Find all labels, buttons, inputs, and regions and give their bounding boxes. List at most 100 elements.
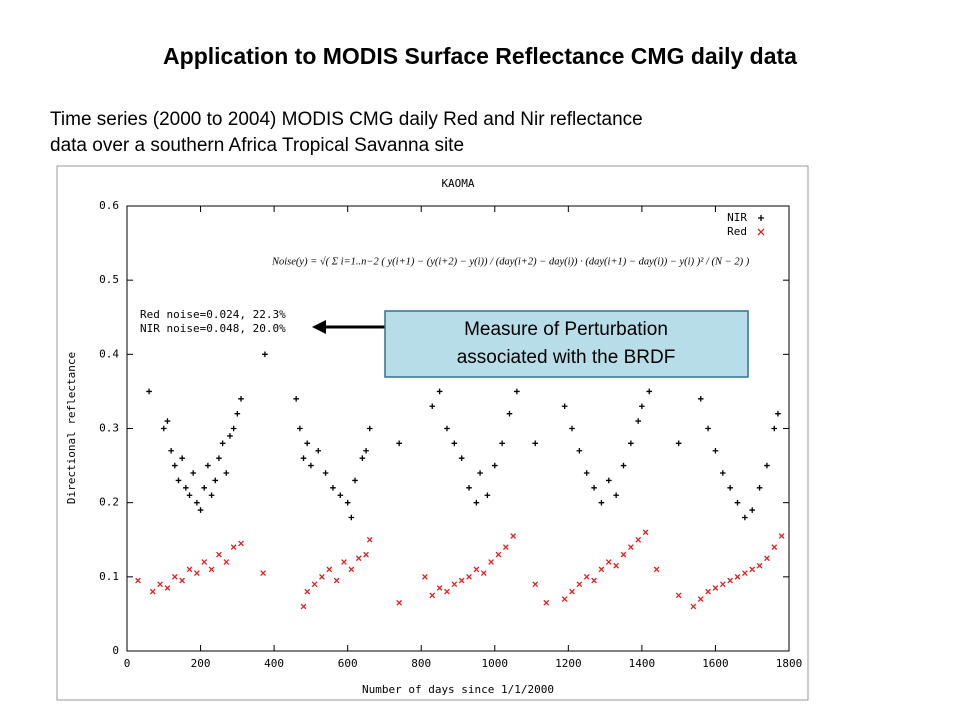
point — [458, 577, 465, 584]
point — [764, 462, 770, 469]
y-tick-label: 0.5 — [99, 273, 119, 286]
y-tick-label: 0.3 — [99, 422, 119, 435]
arrow-head — [312, 320, 326, 334]
x-tick-label: 200 — [191, 657, 211, 670]
point — [635, 536, 642, 543]
x-tick-label: 400 — [264, 657, 284, 670]
point — [576, 447, 583, 454]
chart-frame — [56, 165, 809, 701]
point — [484, 492, 491, 499]
x-tick-label: 1600 — [702, 657, 729, 670]
point — [749, 507, 756, 513]
point — [157, 581, 163, 588]
point — [569, 425, 575, 432]
point — [473, 499, 480, 506]
x-tick-label: 1400 — [629, 657, 656, 670]
point — [262, 351, 268, 358]
x-tick-label: 1000 — [482, 657, 509, 670]
point — [473, 566, 480, 573]
point — [164, 418, 171, 424]
point — [348, 514, 355, 521]
point — [466, 573, 472, 580]
point — [308, 462, 314, 469]
point — [171, 573, 178, 580]
point — [194, 499, 200, 506]
point — [569, 588, 575, 595]
point — [304, 588, 311, 595]
point — [653, 566, 660, 573]
point — [186, 566, 193, 573]
point — [366, 536, 373, 543]
y-tick-label: 0.4 — [99, 347, 119, 360]
point — [330, 485, 336, 491]
point — [734, 499, 741, 506]
point — [429, 592, 436, 599]
point — [297, 425, 303, 432]
subtitle-line: data over a southern Africa Tropical Sav… — [50, 135, 464, 156]
point — [216, 551, 222, 558]
point — [605, 559, 612, 565]
point — [756, 562, 763, 569]
point — [605, 477, 612, 484]
point — [451, 581, 458, 588]
point — [458, 455, 465, 461]
point — [712, 447, 719, 454]
point — [543, 599, 550, 606]
point — [186, 492, 193, 499]
point — [620, 462, 627, 469]
point — [495, 551, 502, 558]
point — [488, 559, 494, 565]
point — [326, 566, 333, 573]
point — [396, 440, 402, 447]
point — [583, 470, 590, 476]
point — [179, 455, 185, 461]
point — [436, 585, 443, 591]
point — [742, 514, 748, 521]
point — [532, 581, 539, 588]
point — [775, 410, 781, 417]
point — [620, 551, 627, 558]
point — [697, 596, 704, 602]
point — [591, 577, 597, 584]
point — [190, 470, 196, 476]
point — [304, 440, 311, 447]
point — [208, 566, 215, 573]
point — [727, 485, 733, 491]
point — [201, 559, 208, 565]
point — [756, 485, 763, 491]
x-axis-label: Number of days since 1/1/2000 — [362, 683, 554, 696]
point — [514, 388, 520, 395]
point — [613, 562, 620, 569]
point — [227, 433, 233, 439]
point — [502, 544, 509, 551]
point — [223, 559, 230, 565]
x-tick-label: 800 — [411, 657, 431, 670]
point — [499, 440, 505, 447]
point — [639, 403, 645, 410]
point — [146, 388, 152, 395]
point — [727, 577, 734, 584]
callout-box — [384, 310, 749, 378]
point — [712, 585, 719, 591]
point — [742, 570, 748, 576]
point — [705, 588, 711, 595]
legend-marker — [757, 228, 765, 236]
point — [230, 544, 237, 551]
point — [734, 573, 741, 580]
point — [480, 570, 487, 576]
point — [197, 507, 204, 513]
point — [764, 555, 770, 562]
chart-title: KAOMA — [441, 177, 474, 190]
point — [201, 485, 208, 491]
x-tick-label: 0 — [124, 657, 131, 670]
point — [293, 396, 299, 402]
point — [491, 462, 498, 469]
point — [675, 592, 682, 599]
point — [300, 455, 307, 461]
point — [466, 485, 472, 491]
slide-title: Application to MODIS Surface Reflectance… — [163, 43, 797, 69]
point — [598, 566, 605, 573]
point — [234, 410, 241, 417]
